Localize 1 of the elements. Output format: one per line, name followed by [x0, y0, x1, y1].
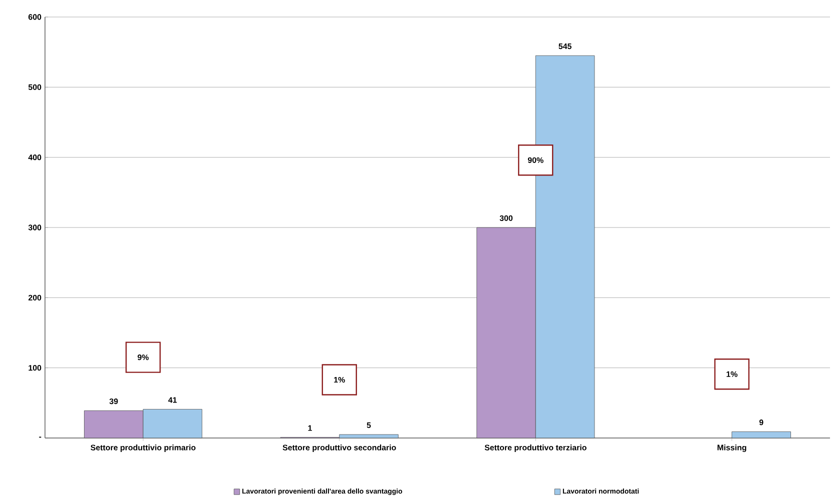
bar: [732, 431, 791, 438]
